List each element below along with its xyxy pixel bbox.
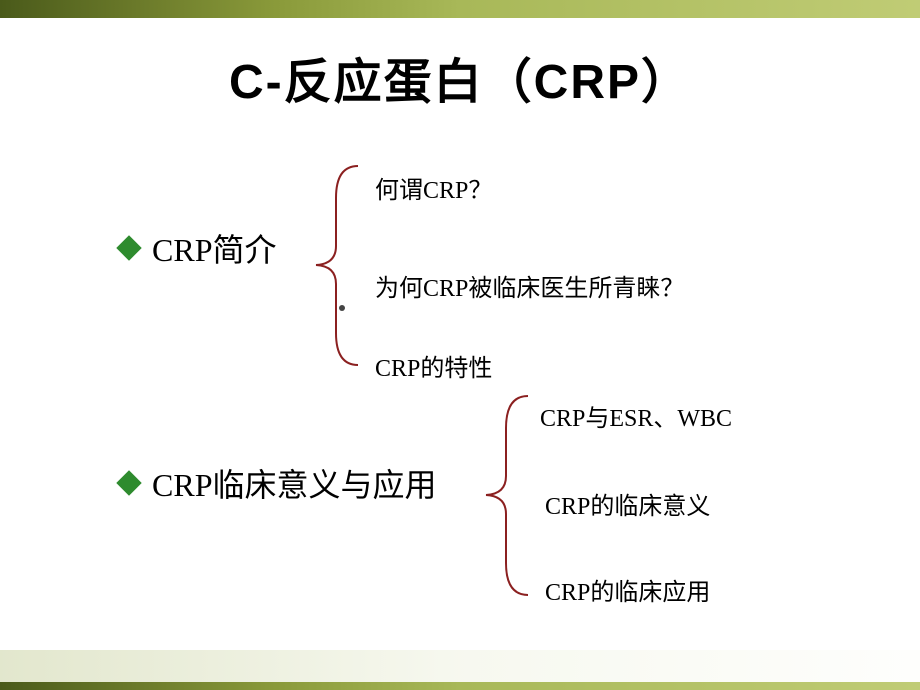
section-1-item-2: 为何CRP被临床医生所青睐？ bbox=[375, 268, 684, 303]
section-2-item-1: CRP与ESR、WBC bbox=[540, 398, 732, 433]
section-1-label: CRP简介 bbox=[152, 225, 277, 271]
slide-title: C-反应蛋白（CRP） bbox=[0, 42, 920, 112]
bottom-border-bar bbox=[0, 682, 920, 690]
brace-2-icon bbox=[468, 388, 538, 603]
diamond-bullet-icon bbox=[116, 470, 141, 495]
center-dot-icon bbox=[339, 305, 345, 311]
section-1: CRP简介 bbox=[120, 225, 277, 271]
diamond-bullet-icon bbox=[116, 235, 141, 260]
section-1-item-1: 何谓CRP？ bbox=[375, 170, 492, 205]
section-2-item-2: CRP的临床意义 bbox=[545, 486, 710, 521]
section-1-item-3: CRP的特性 bbox=[375, 348, 492, 383]
bottom-accent-bar bbox=[0, 650, 920, 682]
top-border-bar bbox=[0, 0, 920, 18]
bullet-row-1: CRP简介 bbox=[120, 225, 277, 271]
brace-1-icon bbox=[298, 158, 368, 373]
bullet-row-2: CRP临床意义与应用 bbox=[120, 460, 437, 506]
section-2-label: CRP临床意义与应用 bbox=[152, 460, 437, 506]
section-2-item-3: CRP的临床应用 bbox=[545, 572, 710, 607]
section-2: CRP临床意义与应用 bbox=[120, 460, 437, 506]
